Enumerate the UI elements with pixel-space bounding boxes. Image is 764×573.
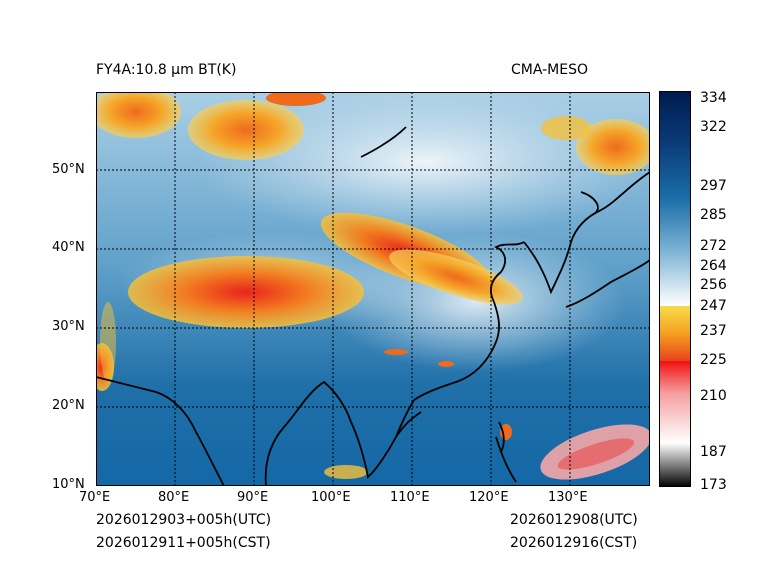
lon-label-80e: 80°E — [158, 490, 190, 505]
warm-region-nw — [96, 92, 181, 138]
colorbar-label-210: 210 — [700, 388, 727, 404]
warm-region-yellow-river — [389, 249, 523, 305]
colorbar-label-297: 297 — [700, 178, 727, 194]
colorbar-label-272: 272 — [700, 238, 727, 254]
coastline-korea — [523, 209, 602, 295]
coast-taiwan — [498, 421, 505, 453]
colorbar-label-322: 322 — [700, 119, 727, 135]
lat-label-50n: 50°N — [52, 162, 85, 177]
valid-time-utc: 2026012908(UTC) — [510, 512, 638, 528]
warm-region-mongolia — [188, 100, 304, 160]
coastline-indochina — [350, 399, 415, 479]
lat-label-20n: 20°N — [52, 398, 85, 413]
colorbar-segment-yellow-orange — [659, 306, 691, 361]
lat-label-10n: 10°N — [52, 477, 85, 492]
lon-label-70e: 70°E — [79, 490, 111, 505]
colorbar-label-334: 334 — [700, 90, 727, 106]
warm-region-top — [266, 92, 326, 106]
warm-region-pacific-core — [557, 438, 635, 470]
colorbar-frame — [659, 91, 691, 487]
colorbar-label-256: 256 — [700, 277, 727, 293]
warm-region-sea — [541, 116, 591, 140]
satellite-map — [96, 92, 650, 486]
lon-label-110e: 110°E — [390, 490, 430, 505]
colorbar-label-225: 225 — [700, 352, 727, 368]
colorbar-label-187: 187 — [700, 444, 727, 460]
coastline-india — [96, 376, 225, 486]
lake-baikal — [360, 126, 407, 158]
warm-region-ne — [576, 119, 650, 175]
valid-time-cst: 2026012916(CST) — [510, 535, 638, 551]
colorbar-label-264: 264 — [700, 258, 727, 274]
warm-spot-bay — [324, 465, 368, 479]
lon-label-90e: 90°E — [237, 490, 269, 505]
coastline-japan — [565, 259, 650, 308]
lon-label-120e: 120°E — [469, 490, 509, 505]
graticule — [96, 92, 650, 486]
warm-region-tibet — [128, 256, 364, 328]
init-time-utc: 2026012903+005h(UTC) — [96, 512, 272, 528]
warm-region-west-rim — [100, 302, 116, 382]
product-title: FY4A:10.8 μm BT(K) — [96, 62, 237, 78]
warm-spot-south-china — [384, 349, 408, 355]
lon-label-130e: 130°E — [548, 490, 588, 505]
coastline-okhotsk — [580, 191, 599, 213]
init-time-cst: 2026012911+005h(CST) — [96, 535, 271, 551]
colorbar — [659, 91, 691, 487]
model-name: CMA-MESO — [511, 62, 589, 78]
coast-vietnam-bay — [395, 411, 422, 438]
coastline-south-china — [413, 301, 500, 401]
colorbar-segment-blue — [659, 91, 691, 306]
cloud-band-north — [196, 92, 650, 237]
warm-spot-taiwan — [438, 361, 454, 367]
lat-label-30n: 30°N — [52, 319, 85, 334]
lon-label-100e: 100°E — [311, 490, 351, 505]
lat-label-40n: 40°N — [52, 240, 85, 255]
colorbar-label-173: 173 — [700, 477, 727, 493]
colorbar-label-247: 247 — [700, 298, 727, 314]
map-frame — [96, 92, 650, 486]
colorbar-label-237: 237 — [700, 323, 727, 339]
coast-philippines — [495, 436, 517, 483]
coastline-russia-east — [600, 171, 650, 211]
colorbar-segment-gray — [659, 443, 691, 487]
colorbar-segment-red-pink — [659, 361, 691, 443]
colorbar-label-285: 285 — [700, 207, 727, 223]
